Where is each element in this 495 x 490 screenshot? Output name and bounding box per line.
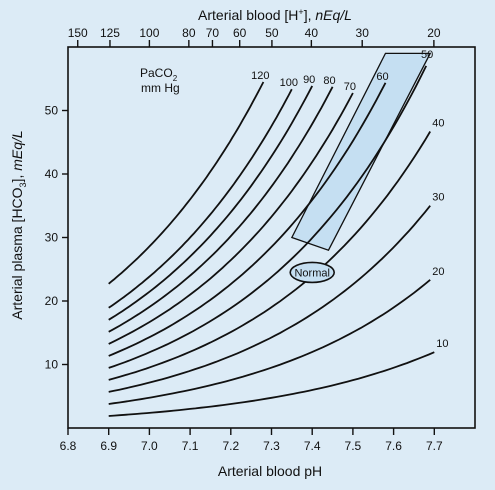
isobar-label-100: 100 <box>280 77 298 89</box>
isobar-label-40: 40 <box>432 118 444 130</box>
y-axis-label-rest: ], <box>9 171 25 183</box>
isobar-curve-50 <box>108 65 428 369</box>
isobar-legend-line2: mm Hg <box>141 81 180 95</box>
isobar-curve-90 <box>108 85 313 321</box>
y-tick-label-10: 10 <box>45 358 59 372</box>
isobar-legend-line1: PaCO2 <box>140 66 178 83</box>
y-axis-label-main: Arterial plasma [HCO <box>9 187 25 319</box>
isobar-curve-120 <box>108 81 265 285</box>
top-tick-label-50: 50 <box>265 26 279 40</box>
shaded-band <box>290 52 432 251</box>
isobar-label-90: 90 <box>303 74 315 86</box>
x-tick-label-7.6: 7.6 <box>385 439 402 453</box>
isobar-label-50: 50 <box>421 49 433 61</box>
isobar-curve-80 <box>108 86 334 333</box>
y-axis-label: Arterial plasma [HCO3], mEq/L <box>9 130 28 319</box>
top-tick-label-60: 60 <box>233 26 247 40</box>
isobar-label-60: 60 <box>376 71 388 83</box>
top-axis-label-unit: nEq/L <box>315 7 352 23</box>
top-axis-label-sup: + <box>298 7 303 17</box>
isobar-curve-40 <box>108 131 431 381</box>
normal-ellipse <box>289 261 336 284</box>
normal-region-layer: Normal <box>289 261 336 284</box>
isobar-legend-sub: 2 <box>173 74 178 83</box>
isobar-curve-30 <box>108 205 431 393</box>
x-tick-label-7.3: 7.3 <box>263 439 280 453</box>
isobar-label-120: 120 <box>251 70 269 82</box>
top-axis-label: Arterial blood [H+], nEq/L <box>198 7 352 23</box>
x-tick-label-6.9: 6.9 <box>100 439 117 453</box>
normal-label: Normal <box>294 267 329 279</box>
isobar-curve-20 <box>108 279 431 405</box>
isobar-curves-layer <box>108 65 435 417</box>
top-tick-label-20: 20 <box>427 26 441 40</box>
isobar-label-30: 30 <box>432 192 444 204</box>
x-tick-label-7.2: 7.2 <box>222 439 239 453</box>
y-tick-label-40: 40 <box>45 167 59 181</box>
x-tick-label-7.1: 7.1 <box>182 439 199 453</box>
y-tick-label-50: 50 <box>45 104 59 118</box>
top-tick-label-30: 30 <box>356 26 370 40</box>
top-tick-label-100: 100 <box>139 26 159 40</box>
left-axis-ticks: 10 20 30 40 50 <box>45 104 68 372</box>
y-tick-label-30: 30 <box>45 231 59 245</box>
top-axis-ticks: 150 125 100 80 70 60 50 40 30 20 <box>68 26 441 47</box>
bottom-axis-ticks: 6.8 6.9 7.0 7.1 7.2 7.3 7.4 7.5 7.6 7.7 <box>60 428 443 453</box>
top-tick-label-125: 125 <box>100 26 120 40</box>
top-tick-label-150: 150 <box>68 26 88 40</box>
x-tick-label-7.4: 7.4 <box>304 439 321 453</box>
isobar-labels-layer: 10 20 30 40 50 60 70 80 90 100 120 <box>251 49 448 350</box>
top-tick-label-40: 40 <box>305 26 319 40</box>
x-tick-label-7.7: 7.7 <box>426 439 443 453</box>
isobar-curve-100 <box>108 88 293 309</box>
isobar-legend-main: PaCO <box>140 66 173 80</box>
top-tick-label-70: 70 <box>206 26 220 40</box>
isobar-curve-60 <box>108 82 387 357</box>
isobar-label-70: 70 <box>344 81 356 93</box>
shaded-band-layer <box>290 52 432 251</box>
x-tick-label-6.8: 6.8 <box>60 439 77 453</box>
top-axis-label-main: Arterial blood [H <box>198 7 298 23</box>
y-tick-label-20: 20 <box>45 294 59 308</box>
y-axis-label-unit: mEq/L <box>9 130 25 170</box>
isobar-label-20: 20 <box>432 266 444 278</box>
isobar-curve-10 <box>108 351 435 417</box>
top-tick-label-80: 80 <box>182 26 196 40</box>
isobar-label-10: 10 <box>436 338 448 350</box>
x-tick-label-7.5: 7.5 <box>345 439 362 453</box>
isobar-label-80: 80 <box>323 75 335 87</box>
top-axis-label-rest: ], <box>304 7 316 23</box>
y-axis-label-sub: 3 <box>18 182 28 187</box>
x-axis-label: Arterial blood pH <box>218 463 322 479</box>
isobar-curve-70 <box>108 92 354 345</box>
x-tick-label-7.0: 7.0 <box>141 439 158 453</box>
